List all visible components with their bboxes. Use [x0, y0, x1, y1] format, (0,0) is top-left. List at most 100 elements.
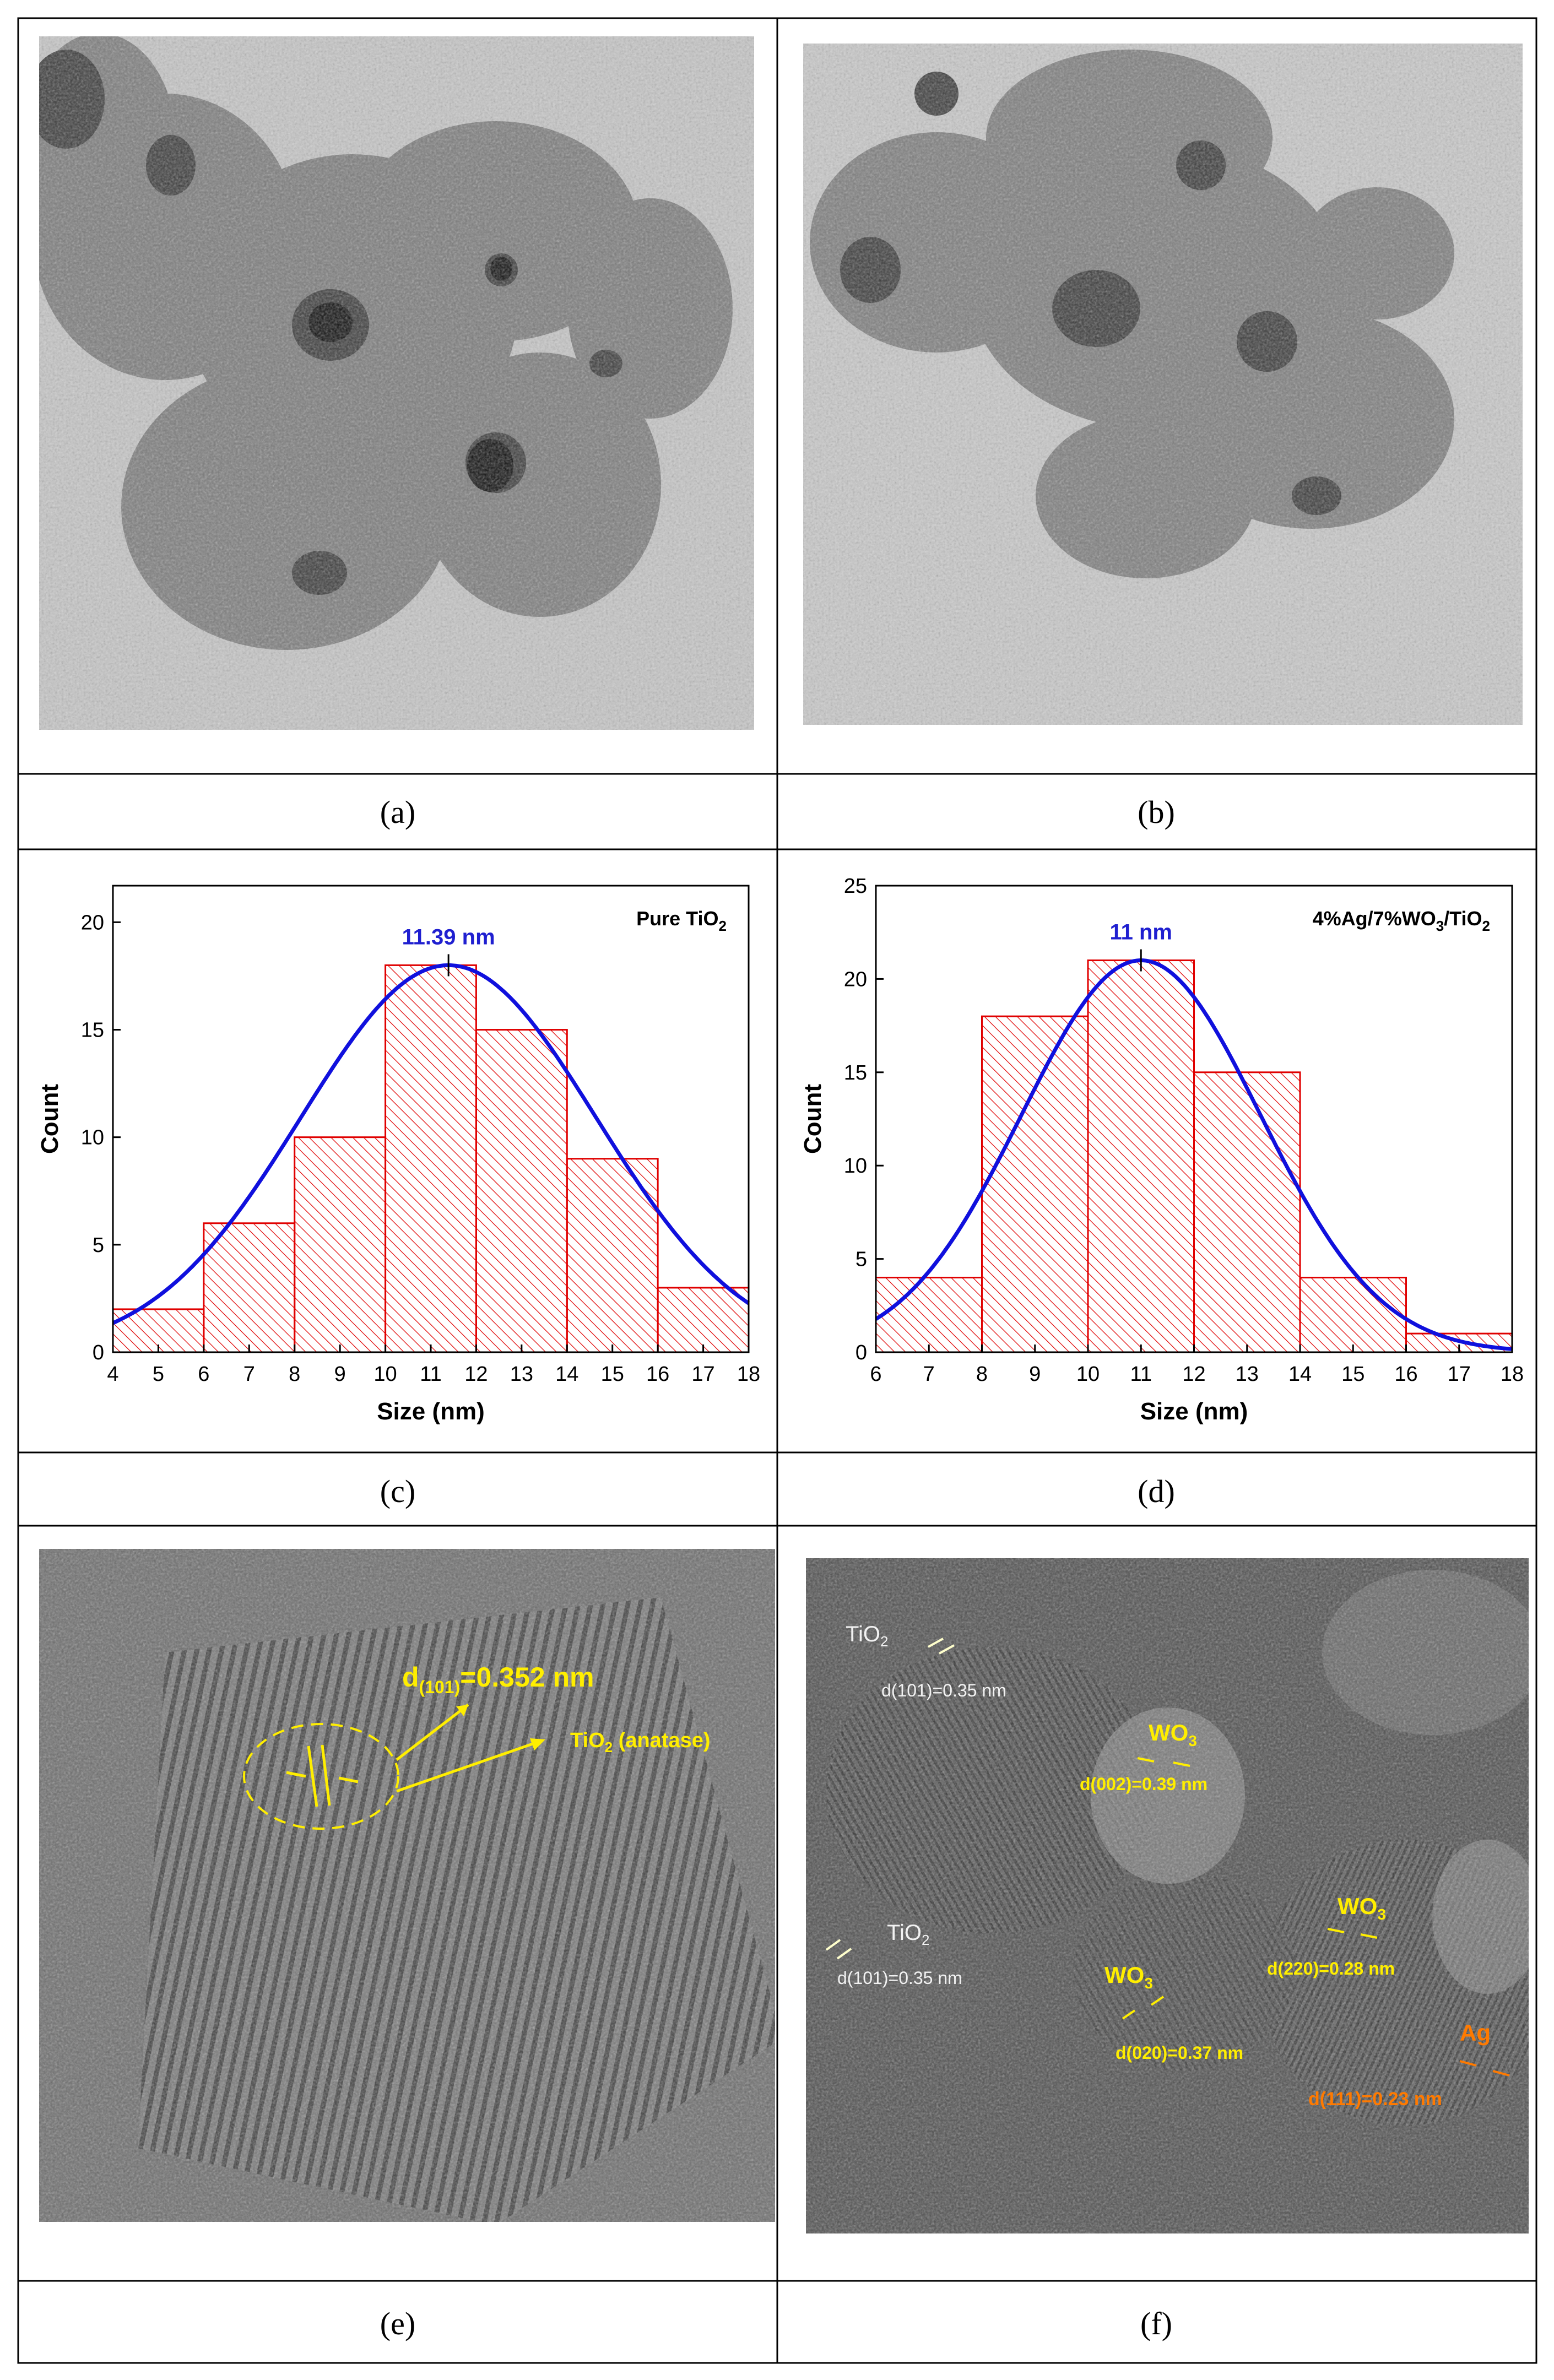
y-tick-label: 10 — [81, 1126, 104, 1150]
panel-c-x-label: Size (nm) — [377, 1398, 485, 1425]
x-tick-label: 14 — [555, 1363, 578, 1386]
panel-d-caption: (d) — [1138, 1473, 1175, 1509]
x-tick-label: 10 — [373, 1363, 397, 1386]
panel-f-wo3-d-3: d(220)=0.28 nm — [1267, 1959, 1395, 1978]
panel-f-wo3-3-arrow-b — [1360, 1933, 1378, 1939]
panel-e-fringe-line-2 — [321, 1744, 331, 1806]
panel-f-tio2-2-prefix: TiO — [887, 1921, 922, 1945]
panel-f-ag-d: d(111)=0.23 nm — [1308, 2089, 1442, 2110]
panel-e-arrow-right — [338, 1776, 359, 1783]
x-tick-label: 11 — [1130, 1363, 1152, 1386]
panel-f-caption: (f) — [1140, 2306, 1172, 2341]
panel-f-wo3-2-arrow-a — [1122, 2009, 1136, 2020]
x-tick-label: 17 — [1448, 1363, 1471, 1386]
x-tick-label: 10 — [1076, 1363, 1100, 1386]
panel-b-tem-image — [803, 44, 1523, 725]
panel-b-scale-label: 50 nm — [1203, 729, 1244, 745]
panel-e-arrow-left — [286, 1771, 306, 1778]
panel-d-bars — [875, 959, 1513, 1353]
histogram-bar — [981, 1015, 1089, 1353]
panel-f-tio2-d-2: d(101)=0.35 nm — [837, 1968, 962, 1988]
panel-d-x-ticks: 6 7 8 9 10 11 12 13 14 15 16 17 18 — [870, 1344, 1524, 1386]
y-tick-label: 20 — [81, 911, 104, 934]
panel-f-scale-label: 5 nm — [1193, 2236, 1227, 2253]
panel-f-tio2-1-sub: 2 — [880, 1633, 888, 1650]
x-tick-label: 13 — [510, 1363, 533, 1386]
y-tick-label: 0 — [855, 1341, 867, 1364]
panel-e-phase-sub: 2 — [605, 1739, 613, 1755]
panel-f-caption-letter: f — [1151, 2306, 1162, 2341]
panel-c-caption: (c) — [380, 1473, 415, 1509]
x-tick-label: 11 — [420, 1363, 441, 1386]
panel-e-pointer-d-head — [456, 1705, 468, 1716]
y-tick-label: 15 — [844, 1061, 867, 1085]
x-tick-label: 4 — [107, 1363, 118, 1386]
panel-f-tio2-2-arrow-b — [836, 1948, 852, 1960]
panel-e-pointer-phase-head — [530, 1738, 545, 1750]
panel-e-fringe-line-1 — [307, 1745, 318, 1807]
panel-d-caption-letter: d — [1149, 1473, 1165, 1509]
panel-e-scale-bar — [298, 2233, 478, 2243]
panel-a-tem-image — [39, 36, 754, 730]
histogram-bar — [875, 1276, 983, 1353]
x-tick-label: 16 — [1394, 1363, 1417, 1386]
x-tick-label: 15 — [601, 1363, 624, 1386]
figure-grid — [17, 17, 1537, 2364]
panel-d-legend-suffix: /TiO — [1444, 907, 1482, 930]
x-tick-label: 5 — [153, 1363, 164, 1386]
x-tick-label: 6 — [198, 1363, 209, 1386]
panel-e-annotations: d(101)=0.352 nm TiO2 (anatase) — [243, 1662, 711, 1830]
panel-f-scale-bar — [1090, 2240, 1188, 2248]
x-tick-label: 7 — [923, 1363, 935, 1386]
panel-d-legend-text: 4%Ag/7%WO — [1313, 907, 1436, 930]
y-tick-label: 10 — [844, 1154, 867, 1178]
histogram-bar — [566, 1158, 659, 1353]
panel-e-phase-label: TiO2 (anatase) — [570, 1729, 711, 1755]
panel-f-tio2-2-sub: 2 — [922, 1932, 929, 1948]
x-tick-label: 14 — [1288, 1363, 1312, 1386]
panel-f-wo3-label-2: WO3 — [1104, 1962, 1153, 1992]
panel-e-fringe-ellipse — [243, 1723, 399, 1830]
panel-f-ag-label: Ag — [1460, 2020, 1491, 2046]
histogram-bar — [385, 964, 477, 1353]
panel-f-annotations: TiO2 d(101)=0.35 nm WO3 d(002)=0.39 nm T… — [825, 1622, 1510, 2110]
histogram-bar — [1193, 1071, 1301, 1353]
panel-e-hrtem-image — [39, 1549, 775, 2222]
panel-a-caption: (a) — [380, 794, 415, 830]
panel-f-tio2-label-2: TiO2 — [887, 1921, 929, 1948]
panel-f-tio2-1-arrow-a — [928, 1638, 944, 1648]
panel-f-tio2-1-arrow-b — [939, 1644, 955, 1655]
panel-f-wo3-1-arrow-b — [1173, 1761, 1190, 1767]
panel-e-d-value: =0.352 nm — [460, 1662, 594, 1693]
histogram-bar — [1299, 1276, 1407, 1353]
panel-f-wo3-3-prefix: WO — [1338, 1893, 1377, 1919]
panel-c-histogram: 4 5 6 7 8 9 10 11 12 13 14 15 16 17 18 0 5 10 15 20 Size (… — [36, 885, 760, 1425]
panel-d-histogram: 6 7 8 9 10 11 12 13 14 15 16 17 18 0 5 10 15 20 25 Size (… — [799, 875, 1524, 1425]
panel-d-gaussian-fit — [875, 958, 1513, 1351]
x-tick-label: 18 — [1501, 1363, 1524, 1386]
panel-e-phase-suffix: (anatase) — [613, 1729, 710, 1752]
panel-f-wo3-2-prefix: WO — [1104, 1962, 1144, 1988]
histogram-bar — [657, 1287, 750, 1353]
panel-d-legend: 4%Ag/7%WO3/TiO2 — [1313, 907, 1490, 934]
panel-f-wo3-2-sub: 3 — [1144, 1975, 1153, 1992]
panel-e-d-sub: (101) — [419, 1677, 461, 1697]
panel-c-legend-text: Pure TiO — [636, 907, 718, 930]
x-tick-label: 16 — [646, 1363, 669, 1386]
panel-e-phase-prefix: TiO — [570, 1729, 605, 1752]
x-tick-label: 12 — [464, 1363, 488, 1386]
x-tick-label: 9 — [1029, 1363, 1041, 1386]
panel-f-tio2-2-arrow-a — [825, 1939, 841, 1951]
panel-f-wo3-label-1: WO3 — [1149, 1720, 1197, 1749]
x-tick-label: 17 — [691, 1363, 714, 1386]
x-tick-label: 8 — [976, 1363, 988, 1386]
panel-c-peak-label: 11.39 nm — [402, 925, 495, 949]
panel-f-wo3-1-arrow-a — [1137, 1757, 1155, 1763]
panel-e-caption-letter: e — [391, 2306, 405, 2341]
panel-e-caption: (e) — [380, 2306, 415, 2341]
panel-f-wo3-1-prefix: WO — [1149, 1720, 1188, 1745]
panel-e-pointer-d — [396, 1704, 469, 1761]
panel-e-pointer-phase — [396, 1742, 535, 1793]
panel-d-x-label: Size (nm) — [1140, 1398, 1248, 1425]
